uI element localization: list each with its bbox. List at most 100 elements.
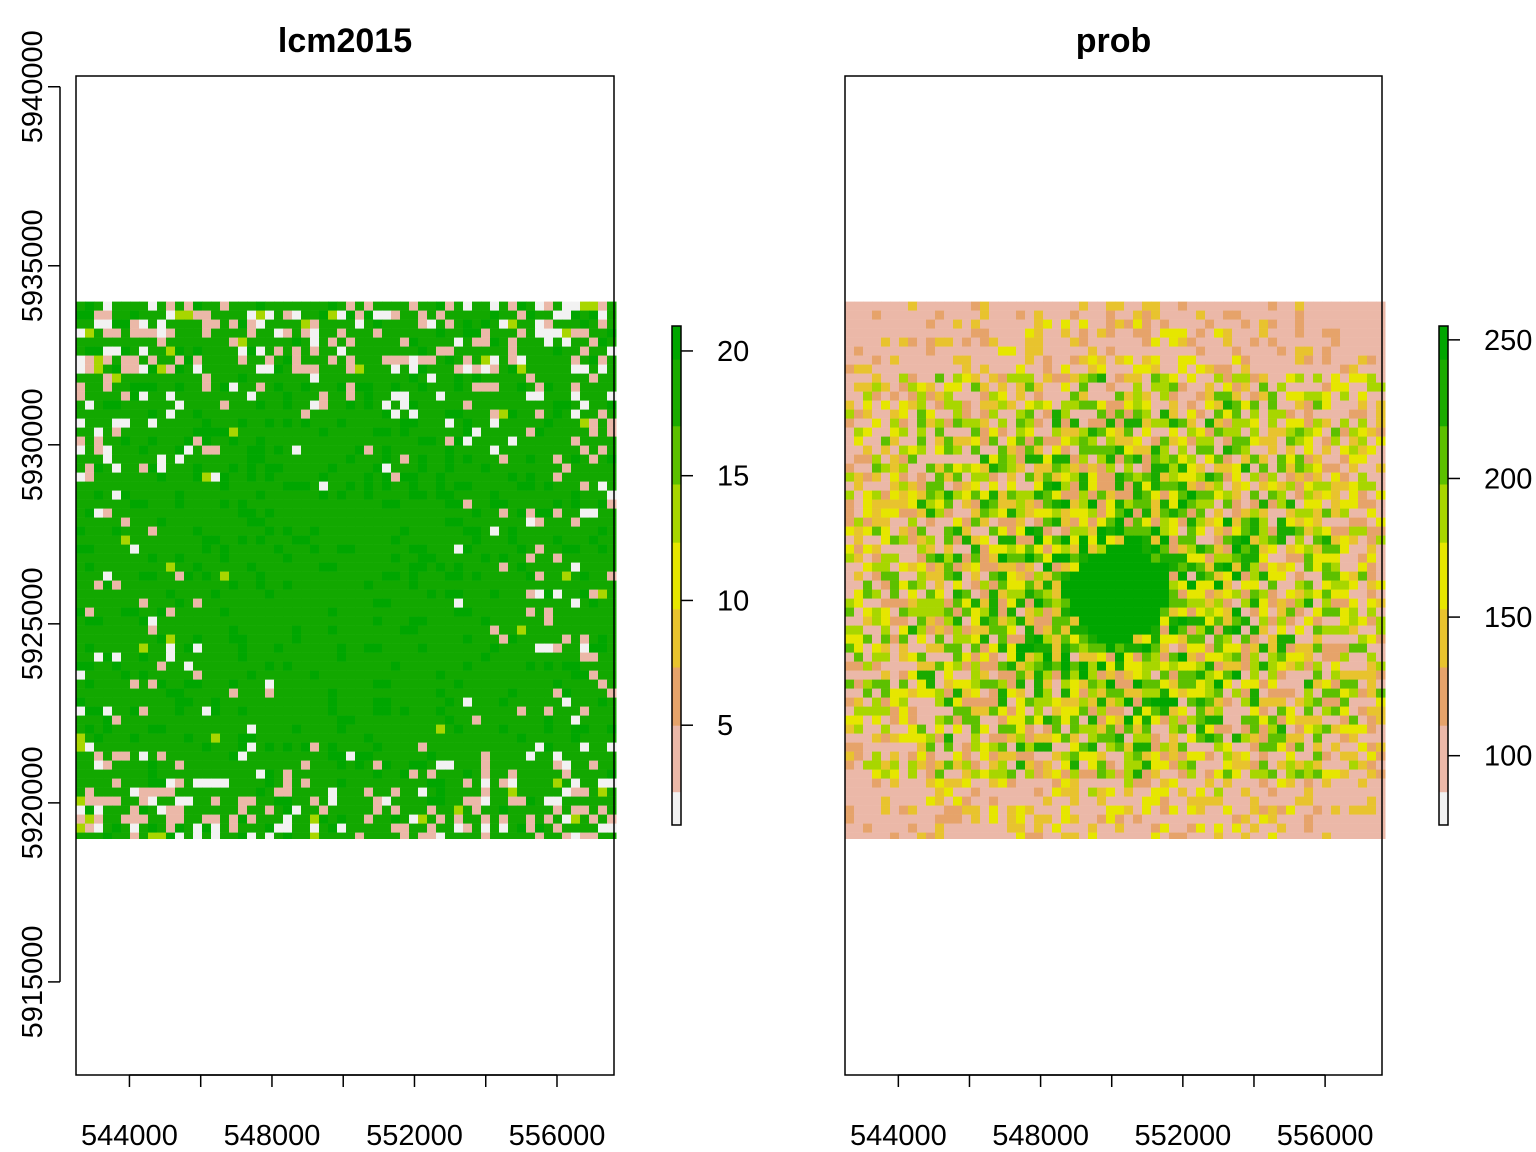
legend-swatch [672,492,681,502]
legend-tick-label: 100 [1484,741,1532,773]
legend-swatch [1439,517,1448,527]
legend-swatch [1439,342,1448,352]
legend-swatch [672,592,681,601]
legend-swatch [672,708,681,718]
legend-swatch [672,450,681,460]
legend-swatch [672,342,681,352]
legend-swatch [1439,716,1448,726]
legend-swatch [1439,384,1448,393]
legend-swatch [1439,509,1448,518]
legend-swatch [672,500,681,510]
legend-swatch [672,442,681,452]
legend-swatch [672,392,681,402]
legend-swatch [672,334,681,344]
legend-swatch [672,633,681,643]
legend-swatch [672,600,681,610]
legend-swatch [1439,650,1448,660]
legend-swatch [672,550,681,560]
legend-swatch [1439,375,1448,385]
x-tick-label: 552000 [366,1120,463,1152]
legend-swatch [1439,434,1448,443]
legend-swatch [672,758,681,768]
legend-swatch [1439,608,1448,618]
x-tick-label: 548000 [224,1120,321,1152]
legend-swatch [1439,367,1448,377]
legend-swatch [672,725,681,734]
legend-swatch [672,625,681,635]
legend-swatch [1439,400,1448,410]
legend-swatch [1439,500,1448,510]
y-axis: 5915000 5920000 5925000 5930000 5935000 59400… [17,30,61,1038]
legend-swatch [1439,392,1448,402]
lcm2015-legend: 5 10 15 20 [671,325,749,826]
prob-panel: prob 544000 548000 552000 556000 100 150 200 250 [844,22,1532,1152]
legend-swatch [672,417,681,427]
legend-swatch [672,667,681,676]
legend-tick-label: 5 [717,710,733,742]
legend-swatch [1439,691,1448,701]
legend-swatch [672,741,681,751]
legend-swatch [1439,741,1448,751]
legend-swatch [1439,334,1448,344]
legend-swatch [672,733,681,743]
lcm2015-x-axis: 544000 548000 552000 556000 [81,1074,605,1152]
legend-swatch [1439,592,1448,601]
legend-swatch [672,816,681,826]
legend-swatch [672,808,681,818]
legend-swatch [1439,766,1448,776]
legend-swatch [1439,667,1448,676]
legend-swatch [672,750,681,759]
legend-swatch [1439,800,1448,809]
legend-swatch [1439,816,1448,826]
legend-swatch [1439,658,1448,668]
legend-swatch [672,467,681,477]
legend-swatch [672,509,681,518]
legend-swatch [672,642,681,651]
legend-swatch [672,409,681,418]
legend-swatch [672,484,681,493]
legend-swatch [1439,708,1448,718]
prob-raster [845,301,1386,839]
legend-swatch [1439,425,1448,435]
legend-swatch [1439,783,1448,793]
legend-swatch [672,583,681,593]
legend-swatch [672,367,681,377]
legend-swatch [1439,575,1448,585]
legend-swatch [1439,326,1448,335]
y-tick-label: 5920000 [17,746,49,859]
legend-tick-label: 250 [1484,325,1532,357]
legend-swatch [672,375,681,385]
legend-swatch [1439,542,1448,551]
legend-swatch [1439,533,1448,543]
legend-swatch [672,400,681,410]
legend-swatch [672,459,681,468]
legend-swatch [1439,617,1448,626]
legend-tick-label: 150 [1484,602,1532,634]
legend-bar-frame [671,325,682,826]
legend-swatch [672,683,681,693]
legend-bar-frame [1438,325,1449,826]
legend-swatch [1439,683,1448,693]
legend-swatch [1439,733,1448,743]
legend-swatch [1439,492,1448,502]
legend-swatch [1439,775,1448,784]
legend-swatch [672,575,681,585]
legend-swatch [1439,633,1448,643]
x-tick-label: 548000 [992,1120,1089,1152]
legend-swatch [672,542,681,551]
legend-swatch [1439,484,1448,493]
legend-swatch [672,567,681,576]
legend-swatch [1439,450,1448,460]
legend-tick-label: 200 [1484,463,1532,495]
legend-swatch [672,658,681,668]
legend-swatch [1439,808,1448,818]
prob-legend: 100 150 200 250 [1438,325,1532,826]
legend-tick-label: 10 [717,585,749,617]
legend-swatch [672,716,681,726]
legend-swatch [1439,409,1448,418]
legend-swatch [672,425,681,435]
x-tick-label: 544000 [81,1120,178,1152]
legend-swatch [672,650,681,660]
legend-swatch [1439,525,1448,535]
